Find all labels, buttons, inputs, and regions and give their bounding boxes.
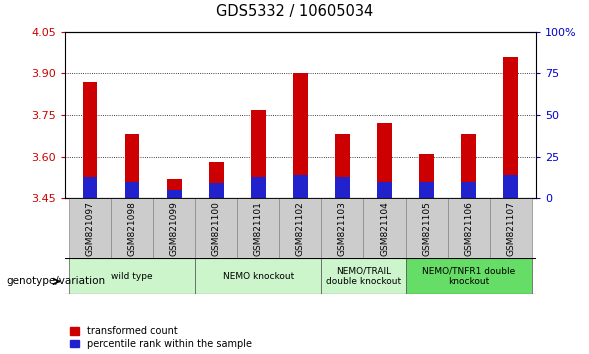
- Bar: [195, 258, 322, 294]
- Bar: [125, 135, 140, 198]
- Bar: [125, 182, 140, 198]
- Bar: [504, 175, 518, 198]
- Text: GSM821104: GSM821104: [380, 201, 389, 256]
- Bar: [167, 190, 181, 198]
- Text: GSM821100: GSM821100: [212, 201, 221, 256]
- Bar: [335, 177, 350, 198]
- Legend: transformed count, percentile rank within the sample: transformed count, percentile rank withi…: [70, 326, 252, 349]
- Text: GSM821101: GSM821101: [254, 201, 263, 256]
- Bar: [363, 198, 406, 258]
- Bar: [377, 182, 392, 198]
- Bar: [335, 135, 350, 198]
- Bar: [251, 109, 266, 198]
- Bar: [167, 179, 181, 198]
- Bar: [406, 258, 532, 294]
- Bar: [461, 182, 476, 198]
- Bar: [209, 162, 224, 198]
- Text: GSM821107: GSM821107: [507, 201, 515, 256]
- Bar: [69, 198, 111, 258]
- Bar: [406, 198, 448, 258]
- Text: NEMO knockout: NEMO knockout: [223, 272, 294, 281]
- Bar: [153, 198, 195, 258]
- Text: GSM821105: GSM821105: [422, 201, 431, 256]
- Bar: [69, 258, 195, 294]
- Bar: [322, 198, 363, 258]
- Bar: [322, 258, 406, 294]
- Bar: [82, 177, 97, 198]
- Bar: [293, 74, 307, 198]
- Bar: [82, 82, 97, 198]
- Text: GSM821106: GSM821106: [464, 201, 473, 256]
- Bar: [461, 135, 476, 198]
- Bar: [111, 198, 153, 258]
- Text: NEMO/TRAIL
double knockout: NEMO/TRAIL double knockout: [326, 267, 401, 286]
- Text: genotype/variation: genotype/variation: [6, 276, 105, 286]
- Text: GSM821102: GSM821102: [296, 201, 305, 256]
- Text: GDS5332 / 10605034: GDS5332 / 10605034: [216, 4, 373, 18]
- Bar: [504, 57, 518, 198]
- Bar: [489, 198, 532, 258]
- Text: wild type: wild type: [111, 272, 153, 281]
- Bar: [377, 123, 392, 198]
- Bar: [209, 183, 224, 198]
- Text: GSM821098: GSM821098: [128, 201, 137, 256]
- Text: GSM821097: GSM821097: [85, 201, 94, 256]
- Bar: [237, 198, 279, 258]
- Bar: [419, 154, 434, 198]
- Text: GSM821099: GSM821099: [170, 201, 178, 256]
- Text: GSM821103: GSM821103: [338, 201, 347, 256]
- Bar: [293, 175, 307, 198]
- Bar: [279, 198, 322, 258]
- Bar: [419, 182, 434, 198]
- Bar: [448, 198, 489, 258]
- Bar: [251, 177, 266, 198]
- Bar: [195, 198, 237, 258]
- Text: NEMO/TNFR1 double
knockout: NEMO/TNFR1 double knockout: [422, 267, 515, 286]
